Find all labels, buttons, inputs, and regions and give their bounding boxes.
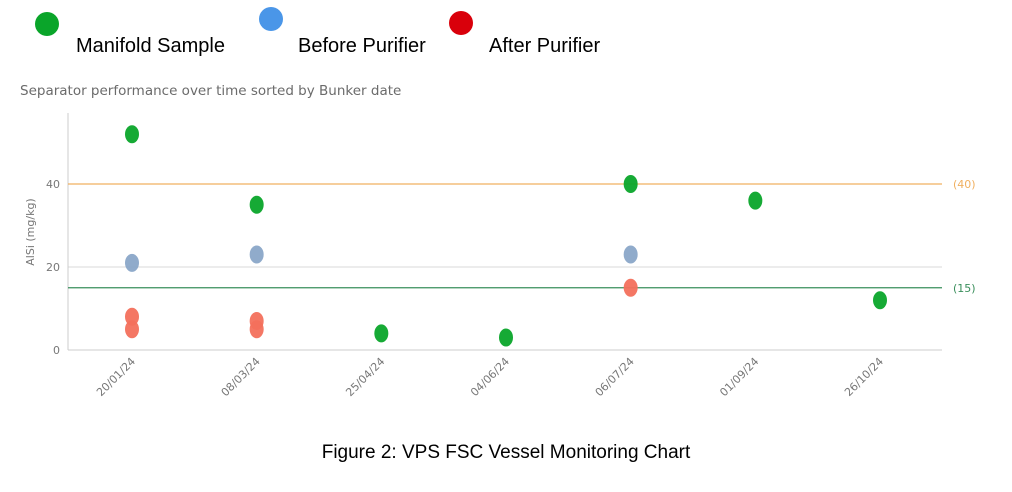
- x-tick-label-0: 20/01/24: [94, 355, 138, 399]
- data-point-manifold-sample-0: [125, 125, 139, 144]
- figure-caption: Figure 2: VPS FSC Vessel Monitoring Char…: [321, 442, 691, 463]
- manifold-sample-legend-label: Manifold Sample: [76, 35, 225, 57]
- data-point-manifold-sample-3: [499, 328, 513, 347]
- reference-label-15: (15): [953, 282, 976, 295]
- data-point-manifold-sample-4: [623, 175, 638, 193]
- data-point-before-purifier-1: [249, 245, 264, 264]
- x-tick-label-5: 01/09/24: [717, 355, 761, 399]
- before-purifier-legend-dot[interactable]: [259, 7, 283, 31]
- chart-title: Separator performance over time sorted b…: [20, 83, 402, 99]
- x-tick-label-4: 06/07/24: [593, 355, 637, 399]
- y-tick-label-40: 40: [46, 178, 60, 191]
- data-point-after-purifier-4: [623, 278, 638, 297]
- before-purifier-legend-label: Before Purifier: [298, 35, 426, 57]
- y-tick-label-0: 0: [53, 344, 60, 357]
- x-tick-label-6: 26/10/24: [842, 355, 886, 399]
- y-tick-label-20: 20: [46, 261, 60, 274]
- data-point-after-purifier-3: [249, 320, 264, 339]
- x-tick-label-3: 04/06/24: [468, 355, 512, 399]
- data-point-manifold-sample-6: [873, 291, 887, 310]
- manifold-sample-legend-dot[interactable]: [35, 12, 59, 36]
- data-point-manifold-sample-1: [249, 195, 264, 214]
- y-axis-label: AlSi (mg/kg): [24, 198, 37, 265]
- chart: (40) (15) 0 20 40 AlSi (mg/kg) 20/01/24 08/03/2…: [24, 113, 976, 399]
- data-point-after-purifier-0: [125, 307, 139, 326]
- after-purifier-legend-label: After Purifier: [489, 35, 601, 57]
- data-point-before-purifier-0: [125, 253, 139, 272]
- data-point-after-purifier-1: [125, 320, 139, 339]
- x-tick-label-1: 08/03/24: [219, 355, 263, 399]
- reference-label-40: (40): [953, 178, 976, 191]
- data-point-before-purifier-2: [623, 245, 638, 264]
- data-point-manifold-sample-5: [748, 191, 763, 210]
- x-tick-label-2: 25/04/24: [343, 355, 387, 399]
- after-purifier-legend-dot[interactable]: [449, 11, 473, 35]
- data-point-manifold-sample-2: [374, 324, 389, 343]
